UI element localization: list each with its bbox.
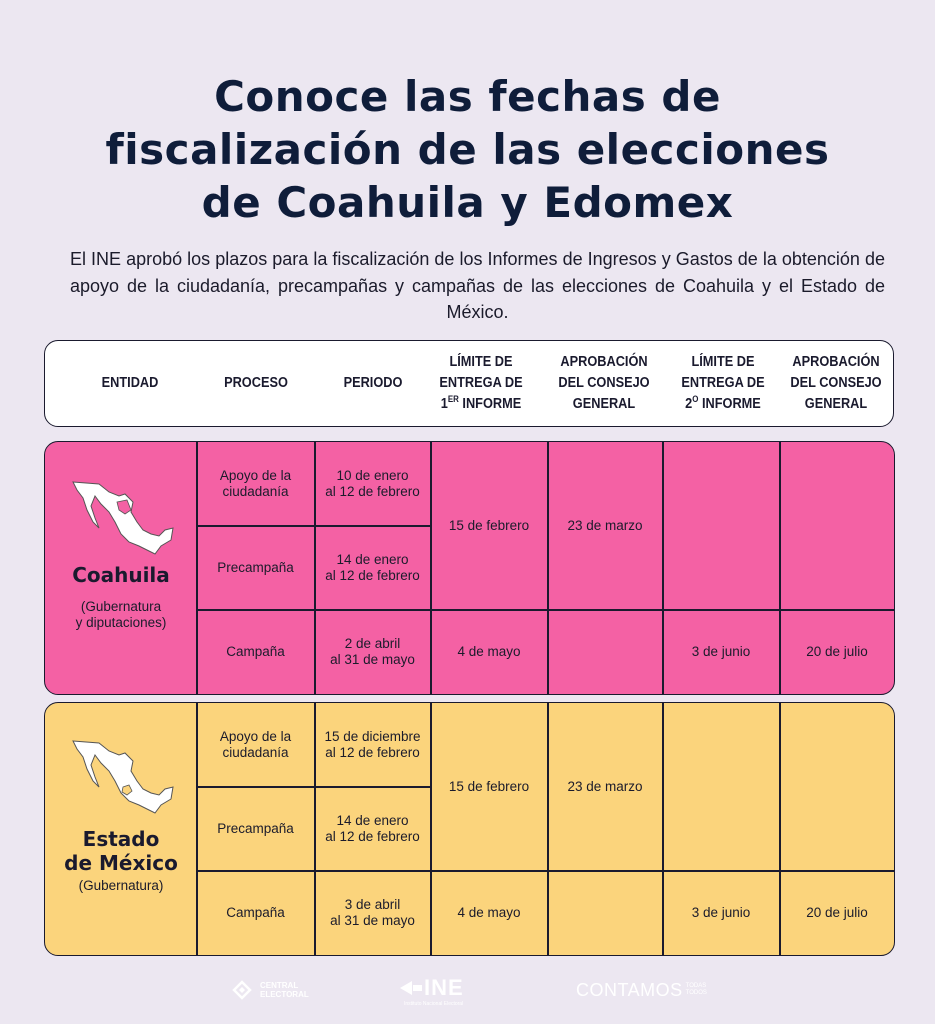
table-header: ENTIDAD PROCESO PERIODO LÍMITE DE ENTREGA…: [44, 340, 894, 427]
contamos-logo: CONTAMOS TODAS TODOS: [576, 975, 707, 1005]
aprobacion-2-campana-cell: 20 de julio: [806, 644, 868, 659]
periodo-cell: 2 de abril al 31 de mayo: [330, 636, 415, 667]
periodo-cell: 3 de abril al 31 de mayo: [330, 897, 415, 928]
header-periodo: PERIODO: [343, 374, 403, 391]
limite-1-campana-cell: 4 de mayo: [457, 905, 521, 920]
footer-text: TODAS: [685, 983, 707, 989]
central-electoral-icon: [232, 980, 252, 1000]
state-sub-line: (Gubernatura: [80, 599, 162, 614]
ine-arrow-icon: [400, 981, 422, 995]
ine-subtitle: Instituto Nacional Electoral: [404, 1001, 464, 1007]
footer-text: TODOS: [685, 990, 707, 996]
footer-text: ELECTORAL: [260, 990, 309, 999]
aprobacion-2-campana-cell: 20 de julio: [806, 905, 868, 920]
periodo-cell: 14 de enero al 12 de febrero: [325, 812, 420, 844]
title-line: Conoce las fechas de: [214, 72, 721, 121]
header-aprobacion-2: APROBACIÓN DEL CONSEJO GENERAL: [790, 353, 882, 412]
proceso-cell: Apoyo de la ciudadanía: [219, 467, 292, 499]
header-proceso: PROCESO: [224, 374, 288, 391]
periodo-cell: 15 de diciembre al 12 de febrero: [324, 728, 421, 760]
coahuila-section: Coahuila (Gubernatura y diputaciones) Ap…: [44, 441, 895, 695]
header-limite-1: LÍMITE DE ENTREGA DE 1ER INFORME: [439, 353, 523, 412]
state-sub-line: (Gubernatura): [78, 878, 164, 893]
aprobacion-1-cell: 23 de marzo: [567, 517, 643, 533]
proceso-cell: Precampaña: [217, 559, 294, 575]
page-title: Conoce las fechas de fiscalización de la…: [0, 70, 935, 229]
state-name-coahuila: Coahuila: [72, 563, 170, 587]
limite-2-campana-cell: 3 de junio: [691, 644, 751, 659]
state-name-mexico: Estado: [82, 827, 160, 851]
limite-2-campana-cell: 3 de junio: [691, 905, 751, 920]
state-sub-line: y diputaciones): [75, 615, 167, 630]
mexico-map-icon: [72, 481, 174, 555]
limite-1-campana-cell: 4 de mayo: [457, 644, 521, 659]
title-line: fiscalización de las elecciones: [105, 125, 830, 174]
central-electoral-logo: CENTRAL ELECTORAL: [230, 975, 309, 1005]
proceso-cell: Campaña: [226, 905, 285, 920]
proceso-cell: Precampaña: [217, 820, 294, 836]
header-aprobacion-1: APROBACIÓN DEL CONSEJO GENERAL: [558, 353, 650, 412]
proceso-cell: Apoyo de la ciudadanía: [219, 728, 292, 760]
ine-logo: INE Instituto Nacional Electoral: [400, 975, 464, 1007]
intro-paragraph: El INE aprobó los plazos para la fiscali…: [70, 249, 885, 322]
state-name-mexico: de México: [64, 851, 178, 875]
header-entidad: ENTIDAD: [101, 374, 159, 391]
proceso-cell: Campaña: [226, 644, 285, 659]
limite-1-cell: 15 de febrero: [448, 778, 530, 794]
periodo-cell: 14 de enero al 12 de febrero: [325, 551, 420, 583]
ine-wordmark: INE: [424, 975, 464, 1000]
header-limite-2: LÍMITE DE ENTREGA DE 2O INFORME: [681, 353, 765, 412]
footer-text: CENTRAL: [260, 981, 299, 990]
limite-1-cell: 15 de febrero: [448, 517, 530, 533]
periodo-cell: 10 de enero al 12 de febrero: [325, 467, 420, 499]
aprobacion-1-cell: 23 de marzo: [567, 778, 643, 794]
mexico-section: Estado de México (Gubernatura) Apoyo de …: [44, 702, 895, 956]
title-line: de Coahuila y Edomex: [201, 178, 734, 227]
mexico-map-icon: [72, 740, 174, 814]
contamos-wordmark: CONTAMOS: [576, 979, 683, 1000]
